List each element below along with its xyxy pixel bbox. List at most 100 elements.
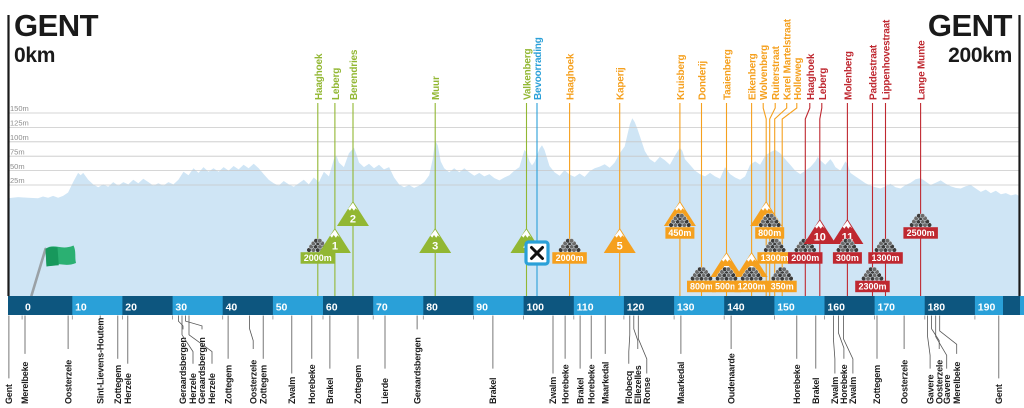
cobble-length-box (832, 252, 862, 264)
snow-cap (521, 229, 532, 238)
cobble-stone (317, 238, 323, 244)
town-label-zwalm: Zwalm (848, 377, 858, 404)
climb-marker-3-muur: 3 (419, 228, 452, 253)
km-tick-label: 90 (476, 302, 488, 314)
town-label-zwalm: Zwalm (830, 377, 840, 404)
climb-marker-2-berendries: 2 (336, 201, 369, 226)
snow-cap (614, 229, 625, 238)
cobble-length-box (855, 280, 890, 293)
cobble-length-box (665, 227, 695, 239)
town-label-horebeke: Horebeke (839, 364, 849, 404)
cobble-length-label: 1300m (871, 253, 899, 263)
cobble-length-box (767, 280, 797, 293)
km-bar-segment (874, 296, 925, 315)
town-label-merelbeke: Merelbeke (952, 362, 962, 404)
snow-cap (815, 220, 825, 229)
finish-city: GENT (927, 8, 1013, 43)
km-tick-label: 70 (376, 302, 388, 314)
cobble-length-box (712, 280, 741, 293)
town-tick-geraardsbergen (178, 315, 184, 330)
cobble-sector-taaienberg: 500m (712, 266, 741, 293)
cobble-length-label: 1300m (761, 253, 789, 263)
flag-pole (30, 247, 47, 297)
km-tick-label: 150 (777, 302, 795, 314)
town-label-zottegem: Zottegem (258, 365, 268, 404)
km-bar-segment (774, 296, 825, 315)
town-label-brakel: Brakel (811, 378, 821, 404)
town-tick-gavere (935, 315, 948, 369)
feature-label-leberg: Leberg (331, 68, 342, 100)
km-tick-label: 50 (276, 302, 288, 314)
feature-label-molenberg: Molenberg (843, 51, 854, 100)
km-tick-label: 120 (627, 302, 645, 314)
snow-cap (746, 253, 757, 262)
cobble-length-label: 800m (690, 282, 713, 292)
cobble-sector-paddestraat: 2300m (855, 266, 890, 293)
snow-cap (761, 202, 771, 211)
km-tick-label: 30 (175, 302, 187, 314)
start-city: GENT (14, 8, 99, 43)
cobble-length-label: 350m (771, 282, 794, 292)
town-label-geraardsbergen: Geraardsbergen (178, 337, 188, 404)
km-bar-segment (272, 296, 323, 315)
town-label-gent: Gent (994, 384, 1004, 404)
feature-label-berendries: Berendries (349, 49, 360, 100)
cobble-stone (568, 238, 575, 244)
start-distance: 0km (14, 44, 56, 67)
climb-triangle (710, 252, 743, 277)
cobble-length-label: 2000m (556, 253, 584, 263)
cobble-length-label: 2000m (791, 253, 819, 263)
town-label-flobecq: Flobecq (624, 371, 634, 404)
town-label-oosterzele: Oosterzele (899, 360, 909, 404)
climb-triangle (831, 219, 864, 244)
km-tick-label: 140 (727, 302, 745, 314)
town-tick-zwalm (833, 315, 836, 374)
town-label-zottegem: Zottegem (113, 365, 123, 404)
town-tick-oosterzele (249, 315, 254, 349)
feature-label-taaienberg: Taaienberg (723, 49, 734, 100)
town-label-herzele: Herzele (188, 373, 198, 404)
feature-label-ruiterstraat: Ruiterstraat (771, 45, 782, 100)
town-tick-flobecq (628, 315, 631, 364)
elevation-tick-label: 125m (10, 119, 29, 128)
cobble-sector-molenberg: 300m (832, 238, 862, 264)
feature-label-paddestraat: Paddestraat (869, 44, 880, 100)
climb-triangle (803, 219, 836, 244)
km-bar-segment (72, 296, 123, 315)
cobble-length-label: 2300m (858, 282, 886, 292)
finish-distance: 200km (948, 44, 1012, 67)
km-tick-label: 190 (978, 302, 996, 314)
cobble-length-box (757, 252, 792, 264)
climb-number: 3 (432, 241, 438, 253)
town-label-merelbeke: Merelbeke (20, 362, 30, 404)
feature-line-karel-martelstraat (774, 103, 788, 296)
town-label-oosterzele: Oosterzele (934, 360, 944, 404)
town-label-ellezelles: Ellezelles (633, 365, 643, 404)
snow-cap (348, 202, 358, 211)
cobble-sector-haaghoek: 2000m (788, 238, 823, 264)
feature-label-valkenberg: Valkenberg (523, 49, 534, 100)
climb-triangle (336, 201, 369, 226)
snow-cap (675, 202, 685, 211)
cobble-sector-eikenberg: 1200m (734, 266, 769, 293)
town-label-lierde: Lierde (380, 378, 390, 404)
elevation-tick-label: 100m (10, 133, 29, 142)
town-label-brakel: Brakel (325, 378, 335, 404)
cobble-stone (871, 266, 877, 272)
town-label-maarkedal: Maarkedal (676, 362, 686, 404)
snow-cap (330, 229, 340, 238)
feed-zone-icon (524, 240, 550, 266)
cobble-sector-haaghoek: 2000m (552, 238, 587, 264)
start-header: GENT 0km (14, 8, 99, 68)
climb-number: 5 (617, 241, 623, 253)
town-label-zottegem: Zottegem (223, 365, 233, 404)
km-bar-segment (573, 296, 624, 315)
cobble-sector-donderij: 800m (687, 266, 716, 293)
feature-label-haaghoek: Haaghoek (806, 53, 817, 100)
snow-cap (842, 220, 853, 229)
cobble-sector-kruisberg: 450m (665, 213, 695, 239)
km-bar-end-cap (1003, 296, 1020, 315)
cobble-sector-holleweg: 350m (767, 266, 797, 293)
cobble-length-label: 500m (715, 282, 738, 292)
